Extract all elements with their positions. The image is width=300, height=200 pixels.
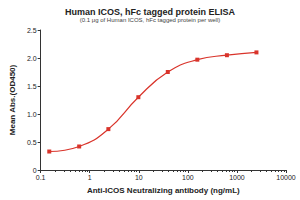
- svg-text:(0.1 μg of Human ICOS, hFc tag: (0.1 μg of Human ICOS, hFc tagged protei…: [80, 17, 221, 23]
- svg-text:0.1: 0.1: [36, 174, 46, 181]
- svg-text:1.5: 1.5: [27, 83, 37, 90]
- svg-text:1: 1: [88, 174, 92, 181]
- svg-text:Mean Abs.(OD450): Mean Abs.(OD450): [8, 64, 17, 135]
- svg-text:1.0: 1.0: [27, 111, 37, 118]
- svg-text:2.0: 2.0: [27, 55, 37, 62]
- svg-text:0.5: 0.5: [27, 139, 37, 146]
- svg-text:Anti-ICOS Neutralizing antibod: Anti-ICOS Neutralizing antibody (ng/mL): [87, 186, 240, 195]
- svg-text:0: 0: [33, 167, 37, 174]
- svg-text:2.5: 2.5: [27, 27, 37, 34]
- svg-text:Human ICOS, hFc tagged protein: Human ICOS, hFc tagged protein ELISA: [65, 7, 236, 17]
- svg-text:100: 100: [182, 174, 194, 181]
- svg-text:10000: 10000: [276, 174, 296, 181]
- svg-text:10: 10: [135, 174, 143, 181]
- svg-text:1000: 1000: [229, 174, 245, 181]
